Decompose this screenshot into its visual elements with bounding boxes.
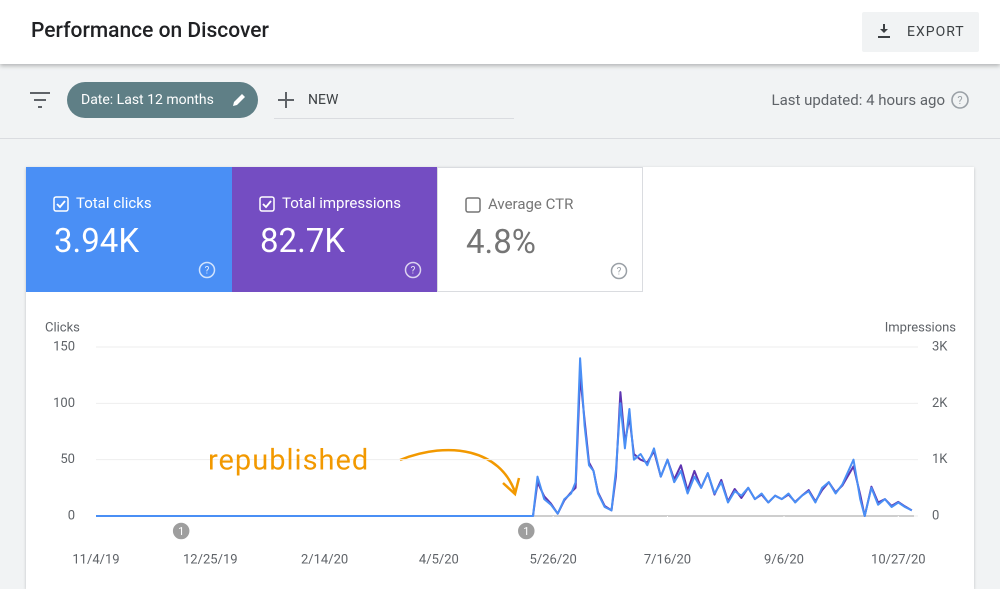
new-label: NEW: [308, 92, 339, 108]
y2-tick-label: 1K: [932, 452, 948, 467]
annotation-marker: [516, 521, 537, 541]
new-filter[interactable]: NEW: [274, 88, 514, 119]
filter-icon[interactable]: [28, 90, 52, 110]
x-tick-label: 5/26/20: [530, 552, 577, 567]
export-label: EXPORT: [907, 24, 965, 40]
x-tick-label: 9/6/20: [764, 552, 804, 567]
metric-value: 3.94K: [54, 222, 140, 261]
edit-icon: [233, 94, 245, 106]
metric-card[interactable]: Total clicks 3.94K ?: [26, 167, 232, 292]
divider: [0, 138, 1000, 139]
metric-checkbox[interactable]: [259, 196, 275, 212]
annotation-marker-label: 1: [178, 525, 184, 538]
metric-label: Average CTR: [488, 195, 574, 213]
y-tick-label: 0: [68, 508, 75, 523]
header: Performance on Discover EXPORT: [0, 0, 1000, 64]
plus-icon: [278, 92, 294, 108]
x-tick-label: 7/16/20: [644, 552, 691, 567]
y-tick-label: 150: [53, 339, 75, 354]
metric-help[interactable]: ?: [404, 261, 422, 279]
y2-tick-label: 3K: [932, 339, 948, 354]
metric-card[interactable]: Average CTR 4.8% ?: [437, 167, 643, 292]
y2-tick-label: 2K: [932, 396, 948, 411]
x-tick-label: 4/5/20: [419, 552, 459, 567]
svg-text:?: ?: [205, 266, 210, 277]
svg-text:?: ?: [957, 94, 962, 107]
metric-checkbox[interactable]: [465, 197, 481, 213]
page-title: Performance on Discover: [31, 19, 269, 43]
svg-text:?: ?: [617, 267, 622, 278]
last-updated: Last updated: 4 hours ago: [771, 91, 945, 109]
date-chip[interactable]: Date: Last 12 months: [67, 82, 258, 118]
svg-text:?: ?: [411, 266, 416, 277]
export-button[interactable]: EXPORT: [862, 12, 979, 52]
date-chip-label: Date: Last 12 months: [81, 92, 214, 108]
note: republished: [208, 444, 369, 478]
metric-label: Total clicks: [76, 194, 152, 212]
metric-checkbox[interactable]: [53, 196, 69, 212]
x-tick-label: 2/14/20: [301, 552, 348, 567]
annotation-marker: [171, 521, 191, 541]
series-line: [96, 357, 913, 517]
x-tick-label: 11/4/19: [72, 552, 119, 567]
y2-tick-label: 0: [932, 508, 939, 523]
annotation-marker-label: 1: [523, 525, 529, 538]
metric-card[interactable]: Total impressions 82.7K ?: [232, 167, 438, 292]
y-tick-label: 100: [53, 396, 75, 411]
metric-value: 82.7K: [260, 222, 346, 261]
x-tick-label: 12/25/19: [183, 552, 238, 567]
metric-help[interactable]: ?: [610, 262, 628, 280]
y-tick-label: 50: [60, 452, 75, 467]
y-axis-title: Clicks: [45, 320, 80, 335]
y2-axis-title: Impressions: [885, 320, 957, 335]
download-icon: [878, 24, 890, 38]
note-arrow: [399, 448, 521, 497]
metric-label: Total impressions: [282, 194, 402, 212]
x-tick-label: 10/27/20: [871, 552, 926, 567]
metric-value: 4.8%: [466, 223, 536, 262]
metric-help[interactable]: ?: [198, 261, 216, 279]
help-icon[interactable]: ?: [950, 90, 970, 110]
